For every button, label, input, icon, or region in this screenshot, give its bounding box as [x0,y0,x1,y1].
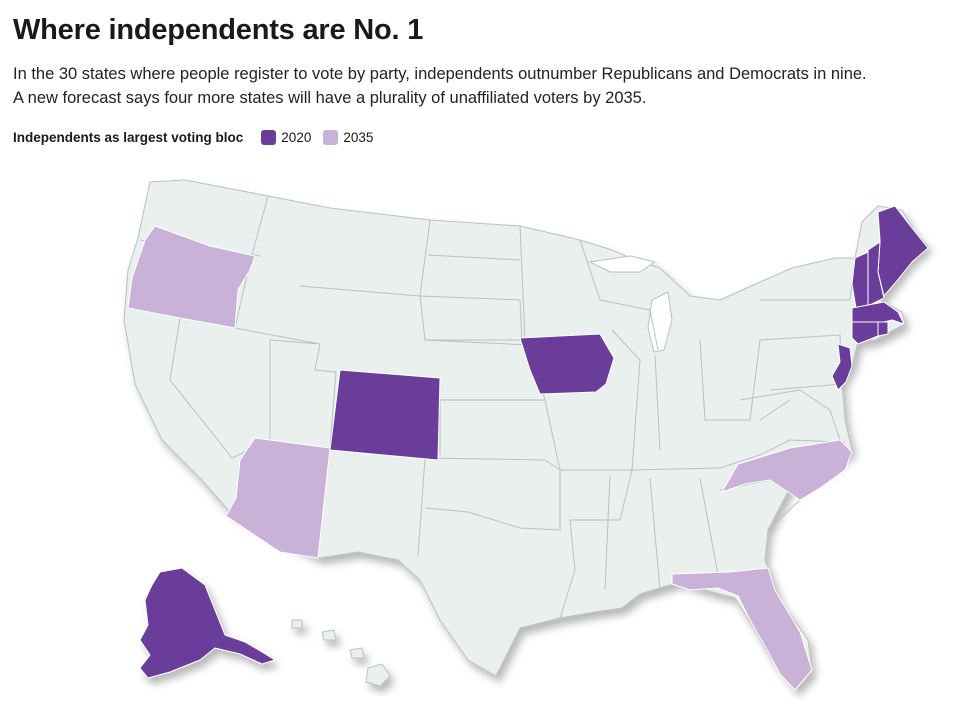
hawaii-oahu [321,629,337,641]
states-2020 [329,205,929,461]
border-ok-tx [424,457,561,531]
state-vermont [851,251,869,309]
subtitle-line-1: In the 30 states where people register t… [13,65,867,83]
state-arizona [225,437,331,559]
state-florida [671,567,813,691]
subtitle-line-2: A new forecast says four more states wil… [13,89,647,107]
border-ms-al-ga [604,474,721,591]
hawaii-kauai [291,619,303,629]
legend-item-2035: 2035 [323,129,374,145]
state-hawaii [291,619,391,687]
border-il-in-oh [611,329,761,471]
state-colorado [329,369,441,461]
subtitle: In the 30 states where people register t… [13,62,973,110]
state-new-jersey [831,343,853,391]
states-2035 [127,225,853,691]
border-nv [169,317,271,459]
lake-superior [589,255,656,273]
state-alaska [139,567,276,679]
state-maine [877,205,929,297]
us-map [123,179,929,691]
state-rhode-island [877,321,889,337]
hawaii-big-island [365,663,391,687]
hawaii-maui [349,647,365,659]
state-connecticut [851,321,879,345]
legend-swatch-2035 [323,129,339,145]
state-iowa [519,333,615,395]
legend: Independents as largest voting bloc 2020… [13,128,385,146]
legend-label-2035: 2035 [343,129,374,145]
legend-item-2020: 2020 [261,129,312,145]
border-va-wv [739,389,841,441]
legend-swatch-2020 [261,129,277,145]
state-north-carolina [721,439,853,501]
border-ky-tn [631,439,846,471]
legend-label-2020: 2020 [281,129,312,145]
legend-title: Independents as largest voting bloc [13,129,244,145]
border-idaho [234,195,321,345]
border-mn-wi [519,225,659,351]
page-title: Where independents are No. 1 [13,14,424,46]
border-mo-ar-la [544,399,633,619]
lake-michigan [647,291,673,353]
state-oregon [127,225,256,329]
